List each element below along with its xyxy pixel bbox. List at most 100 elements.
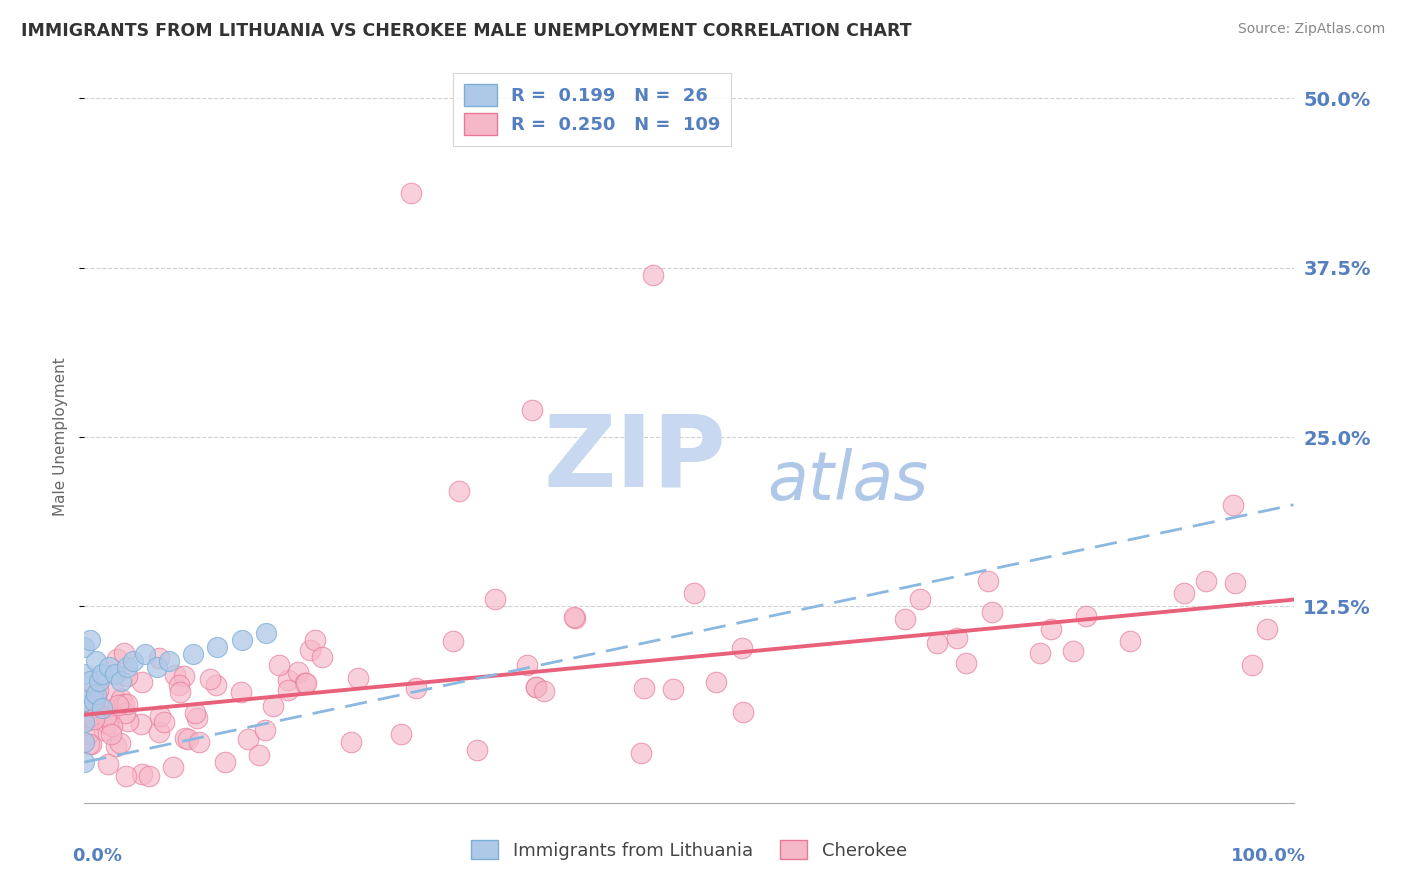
Point [908,592,931,607]
Point [98,709,121,723]
Point [449,484,471,499]
Point [347,671,370,685]
Point [73,714,96,729]
Point [152,714,174,729]
Point [980,605,1002,619]
Point [73,667,96,681]
Point [131,675,153,690]
Point [682,586,704,600]
Legend: Immigrants from Lithuania, Cherokee: Immigrants from Lithuania, Cherokee [464,833,914,867]
Point [77,710,100,724]
Point [100,727,122,741]
Point [110,673,132,688]
Point [399,186,422,201]
Point [339,735,361,749]
Point [87,706,110,721]
Point [98,702,121,716]
Point [465,742,488,756]
Point [1195,574,1218,588]
Point [1173,586,1195,600]
Point [174,731,197,745]
Point [516,658,538,673]
Point [294,676,316,690]
Point [214,756,236,770]
Point [236,732,259,747]
Point [231,633,253,648]
Point [148,724,170,739]
Point [112,697,135,711]
Point [304,632,326,647]
Point [86,688,108,702]
Point [287,665,309,680]
Point [104,667,127,681]
Point [165,668,187,682]
Point [1040,622,1063,636]
Point [93,723,115,737]
Point [76,704,98,718]
Point [198,673,221,687]
Point [77,727,100,741]
Point [79,737,101,751]
Point [533,683,555,698]
Point [115,697,138,711]
Point [520,403,543,417]
Point [661,682,683,697]
Point [149,709,172,723]
Point [97,757,120,772]
Point [169,684,191,698]
Point [73,735,96,749]
Point [101,683,124,698]
Point [73,694,96,708]
Point [1222,498,1244,512]
Point [77,713,100,727]
Point [83,694,105,708]
Point [630,746,652,760]
Point [162,759,184,773]
Point [129,717,152,731]
Point [100,718,122,732]
Point [562,610,585,624]
Point [955,657,977,671]
Point [97,660,120,674]
Point [117,714,139,728]
Point [83,713,105,727]
Point [73,640,96,654]
Point [299,643,322,657]
Point [134,647,156,661]
Point [405,681,427,695]
Point [104,739,127,753]
Point [524,681,547,695]
Point [894,612,917,626]
Point [633,681,655,695]
Point [946,631,969,645]
Point [564,611,586,625]
Point [253,723,276,738]
Point [1076,609,1098,624]
Point [112,646,135,660]
Text: ZIP: ZIP [544,410,727,508]
Point [107,698,129,712]
Point [181,647,204,661]
Point [73,755,96,769]
Point [108,736,131,750]
Point [641,268,664,282]
Point [311,649,333,664]
Point [121,654,143,668]
Point [80,737,103,751]
Point [86,654,108,668]
Point [187,735,209,749]
Point [110,692,132,706]
Point [1241,657,1264,672]
Point [114,769,136,783]
Text: atlas: atlas [768,448,928,514]
Point [87,673,110,688]
Point [115,669,138,683]
Text: 100.0%: 100.0% [1230,847,1306,864]
Point [269,658,291,673]
Point [1029,646,1052,660]
Point [441,634,464,648]
Point [146,660,169,674]
Point [927,636,949,650]
Point [277,673,299,688]
Point [205,678,228,692]
